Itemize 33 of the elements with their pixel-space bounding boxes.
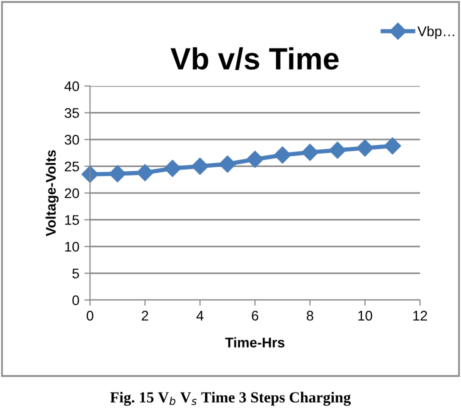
point — [274, 146, 292, 164]
caption: Fig. 15 V$_{b}$ V$_{s}$ Time 3 Steps Charging — [110, 392, 351, 406]
x-axis-title: Time-Hrs — [225, 337, 284, 348]
point — [246, 150, 264, 168]
x-tick-label: 0 — [86, 310, 94, 321]
y-tick-label: 30 — [64, 134, 80, 145]
x-tick-label: 10 — [358, 310, 372, 321]
point — [81, 166, 99, 183]
point — [108, 165, 126, 182]
y-tick-label: 15 — [65, 215, 80, 225]
x-tick-label: 2 — [142, 310, 148, 320]
point — [218, 156, 236, 173]
y-axis-title: Voltage-Volts — [46, 150, 59, 236]
point — [164, 160, 182, 177]
y-tick-label: 10 — [65, 242, 80, 252]
y-tick-label: 5 — [72, 268, 79, 278]
legend-label: Vbp… — [417, 26, 454, 39]
point — [136, 164, 154, 182]
y-tick-label: 25 — [64, 162, 80, 172]
point — [301, 144, 319, 161]
x-tick-label: 8 — [306, 310, 314, 321]
y-tick-label: 0 — [72, 295, 80, 306]
y-tick-label: 20 — [64, 188, 80, 198]
x-tick-label: 4 — [196, 310, 204, 320]
y-tick-label: 35 — [64, 108, 80, 118]
point — [328, 142, 346, 159]
point — [356, 140, 374, 157]
point — [191, 158, 209, 175]
y-tick-label: 40 — [64, 81, 80, 92]
x-tick-label: 12 — [413, 310, 428, 320]
point — [384, 137, 402, 154]
chart-title: Vb v/s Time — [170, 47, 339, 70]
x-tick-label: 6 — [252, 310, 258, 321]
